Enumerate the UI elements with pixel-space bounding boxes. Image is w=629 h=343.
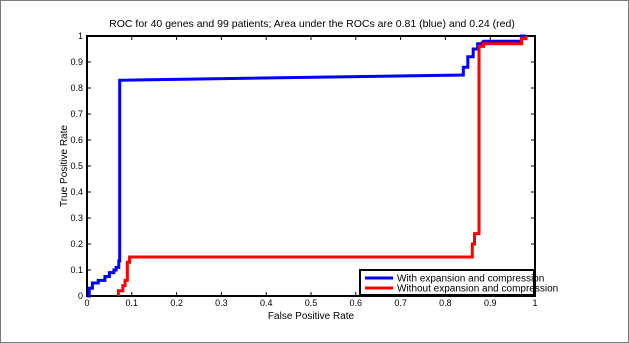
y-tick-label: 0.2 <box>70 239 83 249</box>
y-tick-label: 0.1 <box>70 265 83 275</box>
legend-label-blue: With expansion and compression <box>397 274 544 285</box>
chart-title: ROC for 40 genes and 99 patients; Area u… <box>109 18 515 30</box>
axis-ticks: 0 0.1 0.2 0.3 0.4 0.5 0.6 0.7 0.8 0.9 1 0 0.1 0.2 0.3 0… <box>70 31 537 308</box>
series-line-blue <box>87 34 527 298</box>
x-tick-label: 0 <box>84 298 89 308</box>
y-tick-label: 0.8 <box>70 83 83 93</box>
y-tick-label: 0.5 <box>70 161 83 171</box>
x-tick-label: 0.5 <box>305 298 318 308</box>
x-tick-label: 0.2 <box>170 298 183 308</box>
x-tick-label: 0.9 <box>484 298 497 308</box>
y-tick-label: 0.7 <box>70 109 83 119</box>
legend-label-red: Without expansion and compression <box>397 284 558 295</box>
x-tick-label: 0.4 <box>260 298 273 308</box>
y-tick-label: 0 <box>78 291 83 301</box>
series-line-red <box>116 36 528 296</box>
x-tick-label: 0.6 <box>350 298 363 308</box>
y-axis-label: True Positive Rate <box>59 125 70 207</box>
legend: With expansion and compression Without e… <box>359 269 558 296</box>
x-tick-label: 0.8 <box>439 298 452 308</box>
y-tick-label: 0.3 <box>70 213 83 223</box>
series-lines <box>87 34 528 298</box>
x-axis-label: False Positive Rate <box>268 311 355 322</box>
y-tick-label: 0.9 <box>70 57 83 67</box>
x-tick-label: 0.7 <box>394 298 407 308</box>
y-tick-label: 1 <box>78 31 83 41</box>
x-tick-label: 1 <box>532 298 537 308</box>
legend-box <box>359 269 535 296</box>
y-tick-label: 0.4 <box>70 187 83 197</box>
x-tick-label: 0.3 <box>215 298 228 308</box>
y-tick-label: 0.6 <box>70 135 83 145</box>
x-tick-label: 0.1 <box>126 298 139 308</box>
